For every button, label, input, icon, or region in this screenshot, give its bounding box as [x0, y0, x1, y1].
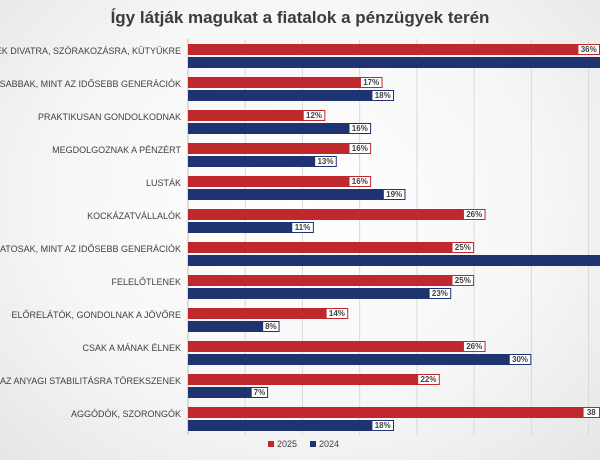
bar-2024: [188, 321, 280, 332]
bar-2025: [188, 143, 372, 154]
legend-label-2024: 2024: [319, 439, 339, 449]
bar-2025: [188, 374, 440, 385]
data-label: 18%: [375, 91, 391, 100]
grid-lines: [187, 39, 590, 435]
data-label: 18%: [375, 421, 391, 430]
category-label: ATOSAK, MINT AZ IDŐSEBB GENERÁCIÓK: [0, 244, 181, 254]
data-label-bg: [303, 111, 325, 120]
data-label: 16%: [352, 124, 368, 133]
data-label: 13%: [317, 157, 333, 166]
bar-2024: [188, 354, 532, 365]
data-label: 26%: [466, 342, 482, 351]
data-label-bg: [418, 375, 439, 384]
data-label: 8%: [265, 322, 277, 331]
data-label: 19%: [386, 190, 402, 199]
bar-2024: [188, 123, 372, 134]
data-label: 12%: [306, 111, 322, 120]
data-label-bg: [509, 355, 531, 364]
data-label-bg: [463, 342, 485, 351]
bar-2025: [188, 341, 486, 352]
chart-title: Így látják magukat a fiatalok a pénzügye…: [110, 8, 490, 27]
bar-2025: [188, 275, 475, 286]
category-label: CSAK A MÁNAK ÉLNEK: [82, 343, 181, 353]
legend: 2025 2024: [268, 439, 339, 449]
data-label: 7%: [254, 388, 266, 397]
category-label: KOCKÁZATVÁLLALÓK: [87, 211, 181, 221]
category-label: EK DIVATRA, SZÓRAKOZÁSRA, KÜTYÜKRE: [0, 46, 181, 56]
data-label: 26%: [466, 210, 482, 219]
bar-2025: [188, 176, 372, 187]
category-label: AGGÓDÓK, SZORONGÓK: [71, 409, 181, 419]
bar-2024: [188, 189, 406, 200]
bar-2025: [188, 44, 600, 55]
data-label: 36%: [581, 45, 597, 54]
category-label: LUSTÁK: [146, 178, 181, 188]
data-label-bg: [349, 124, 371, 133]
data-label-bg: [349, 144, 371, 153]
bar-2024: [188, 222, 314, 233]
bar-2025: [188, 110, 326, 121]
data-label: 16%: [352, 177, 368, 186]
legend-swatch-2024: [310, 441, 316, 447]
category-label: MEGDOLGOZNAK A PÉNZÉRT: [52, 145, 181, 155]
data-label: 25%: [455, 276, 471, 285]
labels: EK DIVATRA, SZÓRAKOZÁSRA, KÜTYÜKRE 36% SAB…: [0, 45, 599, 430]
data-label: 16%: [352, 144, 368, 153]
bar-2025: [188, 209, 486, 220]
bar-2024: [188, 57, 600, 68]
bar-2024: [188, 255, 600, 266]
data-label-bg: [263, 322, 279, 331]
data-label: 23%: [432, 289, 448, 298]
data-label: 25%: [455, 243, 471, 252]
data-label-bg: [360, 78, 382, 87]
bar-2024: [188, 420, 394, 431]
data-label: 11%: [295, 223, 311, 232]
data-label-bg: [315, 157, 336, 166]
data-label-bg: [452, 243, 474, 252]
category-label: AZ ANYAGI STABILITÁSRA TÖREKSZENEK: [0, 376, 181, 386]
category-label: FELELŐTLENEK: [111, 277, 181, 287]
bar-2025: [188, 407, 600, 418]
data-label-bg: [583, 408, 599, 417]
bar-2024: [188, 387, 269, 398]
data-label-bg: [429, 289, 451, 298]
category-label: ELŐRELÁTÓK, GONDOLNAK A JÖVŐRE: [11, 310, 181, 320]
bar-2024: [188, 90, 394, 101]
data-label-bg: [372, 91, 393, 100]
data-label-bg: [349, 177, 371, 186]
legend-label-2025: 2025: [277, 439, 297, 449]
data-label-bg: [292, 223, 313, 232]
data-label: 30%: [512, 355, 528, 364]
bar-2025: [188, 308, 349, 319]
data-label-bg: [383, 190, 405, 199]
data-label-bg: [326, 309, 348, 318]
bar-2025: [188, 242, 475, 253]
bar-2025: [188, 77, 383, 88]
data-label-bg: [251, 388, 268, 397]
data-label: 38: [587, 408, 596, 417]
data-label-bg: [452, 276, 474, 285]
data-label: 14%: [329, 309, 345, 318]
category-label: SABBAK, MINT AZ IDŐSEBB GENERÁCIÓK: [0, 79, 181, 89]
data-label-bg: [578, 45, 599, 54]
category-label: PRAKTIKUSAN GONDOLKODNAK: [38, 112, 181, 122]
data-label-bg: [463, 210, 485, 219]
data-label: 17%: [363, 78, 379, 87]
bars: [188, 44, 600, 431]
bar-2024: [188, 288, 452, 299]
bar-2024: [188, 156, 337, 167]
data-label: 22%: [420, 375, 436, 384]
data-label-bg: [372, 421, 393, 430]
legend-swatch-2025: [268, 441, 274, 447]
